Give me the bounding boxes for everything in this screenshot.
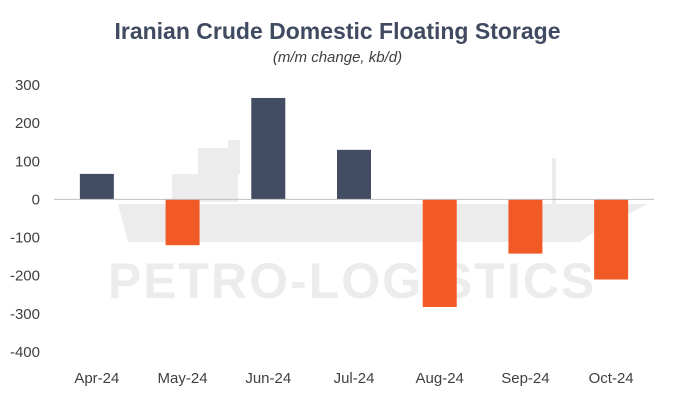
bar-may-24 [165, 199, 200, 246]
y-tick-label: 100 [15, 153, 40, 170]
x-tick-label: Jul-24 [334, 370, 375, 387]
x-tick-label: Aug-24 [416, 370, 464, 387]
y-tick-label: 200 [15, 115, 40, 132]
x-tick-label: Oct-24 [589, 370, 634, 387]
y-tick-label: 0 [32, 191, 40, 208]
x-tick-label: May-24 [158, 370, 208, 387]
chart-subtitle: (m/m change, kb/d) [272, 49, 403, 66]
y-tick-label: -400 [10, 344, 40, 361]
bar-apr-24 [79, 173, 114, 200]
bar-sep-24 [508, 199, 543, 254]
x-tick-label: Apr-24 [74, 370, 119, 387]
y-tick-label: 300 [15, 77, 40, 94]
x-tick-label: Jun-24 [245, 370, 291, 387]
chart-title: Iranian Crude Domestic Floating Storage [114, 18, 561, 44]
y-tick-label: -100 [10, 230, 40, 247]
x-axis: Apr-24 May-24 Jun-24 Jul-24 Aug-24 Sep-24 Oct-… [74, 370, 633, 387]
x-tick-label: Sep-24 [501, 370, 549, 387]
y-axis: 300 200 100 0 -100 -200 -300 -400 [10, 77, 40, 361]
y-tick-label: -300 [10, 306, 40, 323]
bar-jul-24 [337, 149, 371, 200]
y-tick-label: -200 [10, 268, 40, 285]
bar-oct-24 [594, 199, 629, 280]
bar-aug-24 [422, 199, 457, 307]
watermark-text: PETRO-LOGISTICS [108, 253, 596, 309]
bar-jun-24 [251, 97, 286, 200]
bars [79, 97, 629, 307]
